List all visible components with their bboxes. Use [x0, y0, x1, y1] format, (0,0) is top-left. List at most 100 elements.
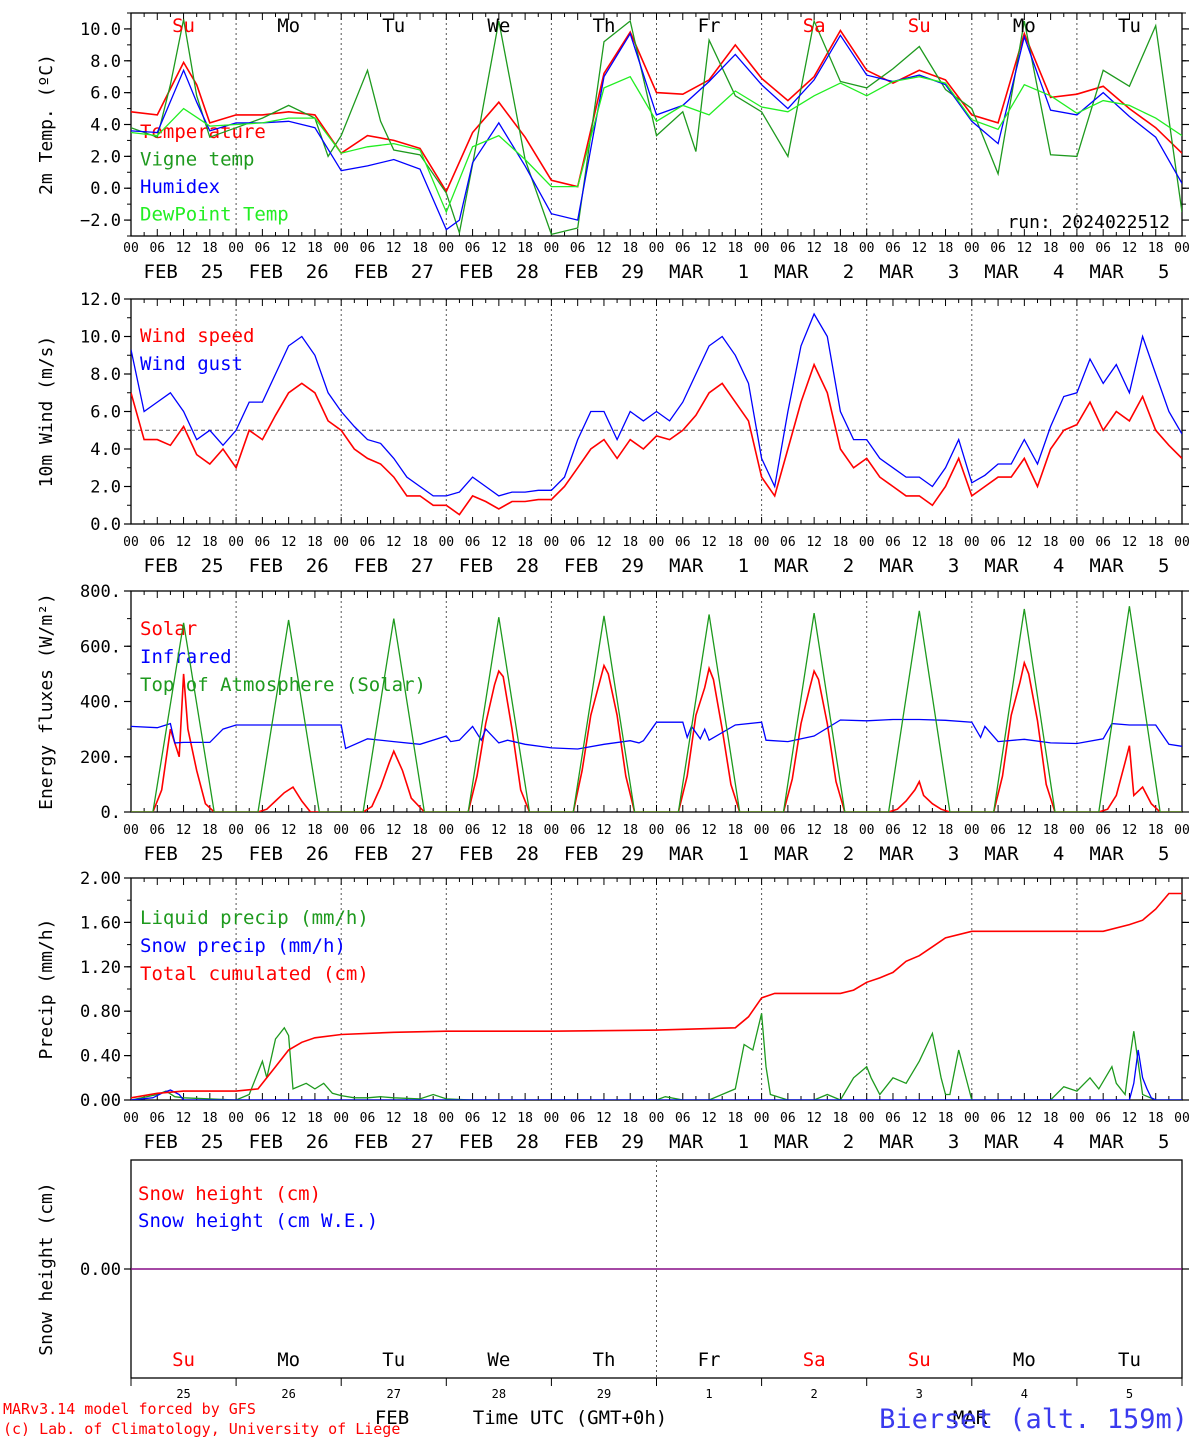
x-hour-label: 18 — [938, 241, 954, 256]
y-tick-label: 4.0 — [90, 116, 121, 136]
legend-entry: Wind speed — [140, 325, 254, 347]
x-hour-label: 12 — [1017, 823, 1033, 838]
x-hour-label: 12 — [911, 823, 927, 838]
x-hour-label: 18 — [1148, 241, 1164, 256]
x-date-label: FEB 25 — [144, 1131, 224, 1153]
y-tick-label: 400. — [80, 693, 121, 713]
weekday-label: Fr — [698, 1349, 721, 1371]
series-line-top-of-atmosphere-solar- — [131, 606, 1182, 812]
x-date-label: FEB 27 — [354, 843, 434, 865]
y-tick-label: 12.0 — [80, 290, 121, 310]
x-hour-label: 12 — [281, 1111, 297, 1126]
x-hour-label: 18 — [727, 823, 743, 838]
x-hour-label: 00 — [228, 241, 244, 256]
x-hour-label: 18 — [1043, 241, 1059, 256]
x-hour-label: 06 — [255, 823, 271, 838]
x-date-label: MAR 1 — [669, 1131, 749, 1153]
legend-entry: Top of Atmosphere (Solar) — [140, 674, 426, 696]
x-hour-label: 18 — [1148, 823, 1164, 838]
x-hour-label: 06 — [990, 823, 1006, 838]
legend-entry: Total cumulated (cm) — [140, 963, 369, 985]
x-hour-label: 06 — [465, 823, 481, 838]
y-axis-label: Energy fluxes (W/m²) — [36, 593, 57, 810]
x-hour-label: 06 — [149, 241, 165, 256]
x-hour-label: 00 — [544, 1111, 560, 1126]
weekday-label: Su — [908, 1349, 931, 1371]
x-hour-label: 00 — [333, 241, 349, 256]
x-date-label: MAR 5 — [1089, 843, 1169, 865]
x-hour-label: 12 — [1122, 535, 1138, 550]
x-date-label: MAR 2 — [774, 555, 854, 577]
x-hour-label: 00 — [544, 535, 560, 550]
x-hour-label: 12 — [701, 241, 717, 256]
legend-entry: Solar — [140, 618, 197, 640]
x-hour-label: 00 — [754, 823, 770, 838]
x-hour-label: 12 — [1017, 1111, 1033, 1126]
x-hour-label: 00 — [649, 241, 665, 256]
weekday-label: Mo — [1013, 15, 1036, 37]
x-hour-label: 12 — [701, 1111, 717, 1126]
x-date-label: MAR 4 — [984, 1131, 1064, 1153]
x-date-label: MAR 5 — [1089, 555, 1169, 577]
x-hour-label: 06 — [1095, 1111, 1111, 1126]
x-hour-label: 18 — [412, 241, 428, 256]
x-hour-label: 00 — [859, 535, 875, 550]
x-hour-label: 06 — [255, 1111, 271, 1126]
x-hour-label: 18 — [1043, 1111, 1059, 1126]
x-axis-title: Time UTC (GMT+0h) — [473, 1407, 667, 1429]
x-hour-label: 18 — [622, 241, 638, 256]
x-hour-label: 12 — [596, 823, 612, 838]
x-hour-label: 18 — [1148, 535, 1164, 550]
run-annotation: run: 2024022512 — [1007, 212, 1170, 233]
x-hour-label: 06 — [255, 535, 271, 550]
x-date-label: MAR 1 — [669, 555, 749, 577]
x-hour-label: 06 — [990, 535, 1006, 550]
x-hour-label: 06 — [1095, 241, 1111, 256]
x-hour-label: 18 — [202, 1111, 218, 1126]
x-hour-label: 12 — [806, 1111, 822, 1126]
x-date-label: MAR 3 — [879, 1131, 959, 1153]
x-hour-label: 00 — [228, 1111, 244, 1126]
weekday-label: We — [487, 1349, 510, 1371]
x-hour-label: 12 — [911, 241, 927, 256]
x-hour-label: 18 — [517, 241, 533, 256]
y-axis-label: Snow height (cm) — [36, 1182, 57, 1355]
x-date-label: FEB 25 — [144, 843, 224, 865]
y-tick-label: 8.0 — [90, 365, 121, 385]
x-date-label: FEB 29 — [564, 555, 644, 577]
x-hour-label: 12 — [176, 241, 192, 256]
series-line-wind-gust — [131, 312, 1182, 497]
month-label: FEB — [375, 1407, 409, 1429]
legend-entry: DewPoint Temp — [140, 204, 289, 226]
y-axis-label: Precip (mm/h) — [36, 919, 57, 1060]
x-date-label: MAR 2 — [774, 261, 854, 283]
x-hour-label: 06 — [780, 1111, 796, 1126]
y-tick-label: 8.0 — [90, 52, 121, 72]
x-hour-label: 12 — [806, 241, 822, 256]
y-tick-label: 10.0 — [80, 328, 121, 348]
x-hour-label: 00 — [859, 1111, 875, 1126]
series-line-liquid-precip-mm-h- — [131, 1013, 1182, 1100]
x-hour-label: 06 — [990, 1111, 1006, 1126]
x-hour-label: 00 — [649, 823, 665, 838]
y-tick-label: −2.0 — [80, 211, 121, 231]
x-hour-label: 00 — [964, 1111, 980, 1126]
y-tick-label: 4.0 — [90, 440, 121, 460]
x-hour-label: 18 — [412, 1111, 428, 1126]
x-date-label: FEB 29 — [564, 843, 644, 865]
weekday-label: Tu — [1118, 15, 1141, 37]
weekday-label: Mo — [277, 15, 300, 37]
weekday-label: Th — [593, 1349, 616, 1371]
x-date-label: FEB 26 — [249, 843, 329, 865]
x-hour-label: 06 — [360, 535, 376, 550]
x-hour-label: 12 — [491, 823, 507, 838]
day-number-label: 25 — [176, 1387, 190, 1401]
x-hour-label: 12 — [281, 823, 297, 838]
day-number-label: 5 — [1126, 1387, 1133, 1401]
x-hour-label: 00 — [1069, 535, 1085, 550]
x-hour-label: 12 — [806, 535, 822, 550]
x-hour-label: 12 — [491, 535, 507, 550]
x-date-label: MAR 3 — [879, 261, 959, 283]
panel-3: 800. 600. 400. 200. 0. Energy fluxes (W/m²) 00… — [36, 582, 1190, 865]
y-tick-label: 0. — [101, 803, 121, 823]
